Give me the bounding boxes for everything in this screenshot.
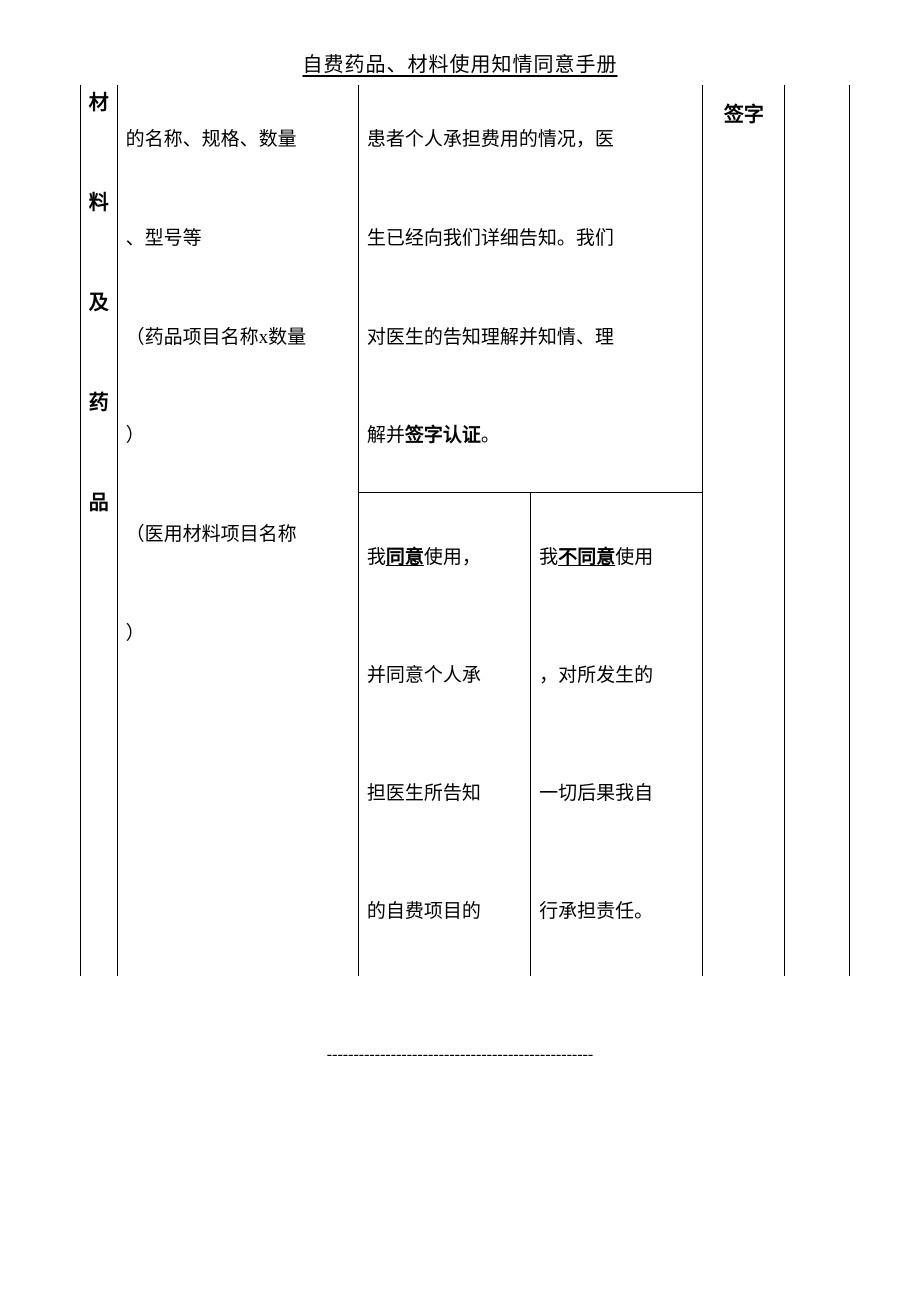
notice-line: 生已经向我们详细告知。我们 [367, 228, 614, 249]
vertical-header-text: 材 料 及 药 品 [85, 91, 113, 591]
t: 使用， [424, 547, 481, 568]
t: 使用 [615, 547, 653, 568]
consent-table: 材 料 及 药 品 的名称、规格、数量 、型号等 （药品项目名称x数量 ） （医… [80, 85, 850, 976]
signature-field-cell[interactable] [785, 85, 850, 976]
signature-label-cell: 签字 [703, 85, 785, 976]
notice-line: 解并签字认证。 [367, 425, 500, 446]
agree-line: 的自费项目的 [367, 901, 481, 922]
description-text: 的名称、规格、数量 、型号等 （药品项目名称x数量 ） （医用材料项目名称 ） [126, 91, 350, 684]
vchar: 料 [89, 191, 109, 291]
agree-text: 我同意使用， 并同意个人承 担医生所告知 的自费项目的 [367, 499, 522, 970]
signature-label: 签字 [711, 91, 776, 135]
table-row: 材 料 及 药 品 的名称、规格、数量 、型号等 （药品项目名称x数量 ） （医… [81, 85, 850, 493]
t: 。 [481, 425, 500, 446]
footer-separator: ----------------------------------------… [0, 1046, 920, 1064]
notice-line: 对医生的告知理解并知情、理 [367, 327, 614, 348]
page-title: 自费药品、材料使用知情同意手册 [0, 0, 920, 85]
desc-line: 的名称、规格、数量 [126, 129, 297, 150]
vchar: 及 [89, 291, 109, 391]
desc-line: （医用材料项目名称 [126, 524, 297, 545]
desc-line: ） [126, 425, 145, 446]
notice-cell: 患者个人承担费用的情况，医 生已经向我们详细告知。我们 对医生的告知理解并知情、… [358, 85, 703, 493]
t: 我 [367, 547, 386, 568]
agree-cell: 我同意使用， 并同意个人承 担医生所告知 的自费项目的 [358, 493, 530, 977]
disagree-line: ，对所发生的 [539, 665, 653, 686]
t-underline: 不同意 [558, 547, 615, 568]
notice-text: 患者个人承担费用的情况，医 生已经向我们详细告知。我们 对医生的告知理解并知情、… [367, 91, 695, 486]
disagree-line: 一切后果我自 [539, 783, 653, 804]
disagree-cell: 我不同意使用 ，对所发生的 一切后果我自 行承担责任。 [531, 493, 703, 977]
t: 我 [539, 547, 558, 568]
desc-line: （药品项目名称x数量 [126, 327, 307, 348]
t-bold: 签字认证 [405, 425, 481, 446]
description-cell: 的名称、规格、数量 、型号等 （药品项目名称x数量 ） （医用材料项目名称 ） [117, 85, 358, 976]
agree-line: 并同意个人承 [367, 665, 481, 686]
disagree-line: 我不同意使用 [539, 547, 653, 568]
agree-line: 我同意使用， [367, 547, 481, 568]
vchar: 药 [89, 391, 109, 491]
disagree-line: 行承担责任。 [539, 901, 653, 922]
t-underline: 同意 [386, 547, 424, 568]
notice-line: 患者个人承担费用的情况，医 [367, 129, 614, 150]
t: 解并 [367, 425, 405, 446]
vchar: 品 [89, 491, 109, 591]
vchar: 材 [89, 91, 109, 191]
desc-line: ） [126, 623, 145, 644]
agree-line: 担医生所告知 [367, 783, 481, 804]
consent-table-wrap: 材 料 及 药 品 的名称、规格、数量 、型号等 （药品项目名称x数量 ） （医… [0, 85, 920, 976]
disagree-text: 我不同意使用 ，对所发生的 一切后果我自 行承担责任。 [539, 499, 694, 970]
desc-line: 、型号等 [126, 228, 202, 249]
vertical-header-cell: 材 料 及 药 品 [81, 85, 118, 976]
